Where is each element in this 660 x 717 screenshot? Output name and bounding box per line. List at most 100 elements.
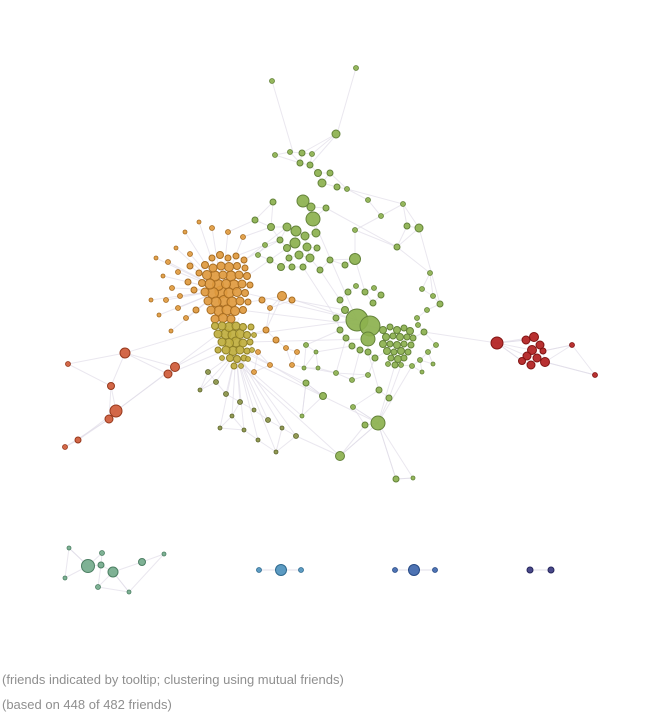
graph-node[interactable]	[232, 287, 242, 297]
graph-node[interactable]	[302, 242, 312, 252]
graph-node[interactable]	[317, 178, 327, 188]
graph-node[interactable]	[256, 567, 262, 573]
graph-node[interactable]	[216, 261, 226, 271]
graph-node[interactable]	[148, 297, 154, 303]
graph-node[interactable]	[170, 362, 180, 372]
graph-node[interactable]	[237, 399, 243, 405]
graph-node[interactable]	[353, 65, 359, 71]
graph-node[interactable]	[407, 341, 415, 349]
graph-node[interactable]	[243, 272, 251, 280]
graph-node[interactable]	[203, 296, 213, 306]
graph-node[interactable]	[160, 273, 166, 279]
graph-node[interactable]	[393, 341, 401, 349]
graph-node[interactable]	[208, 254, 216, 262]
graph-node[interactable]	[219, 355, 225, 361]
graph-node[interactable]	[97, 561, 105, 569]
graph-node[interactable]	[336, 326, 344, 334]
graph-node[interactable]	[198, 279, 206, 287]
graph-node[interactable]	[342, 334, 350, 342]
graph-node[interactable]	[201, 261, 209, 269]
graph-node[interactable]	[163, 369, 173, 379]
graph-node[interactable]	[341, 306, 349, 314]
graph-node[interactable]	[427, 270, 433, 276]
graph-node[interactable]	[303, 342, 309, 348]
graph-node[interactable]	[285, 254, 293, 262]
graph-node[interactable]	[522, 351, 532, 361]
graph-node[interactable]	[210, 296, 222, 308]
graph-node[interactable]	[184, 278, 192, 286]
graph-node[interactable]	[175, 269, 181, 275]
graph-node[interactable]	[258, 296, 266, 304]
graph-node[interactable]	[241, 264, 249, 272]
graph-node[interactable]	[156, 312, 162, 318]
graph-node[interactable]	[225, 229, 231, 235]
graph-node[interactable]	[535, 340, 545, 350]
network-graph[interactable]	[0, 0, 660, 660]
graph-node[interactable]	[213, 329, 223, 339]
graph-node[interactable]	[290, 225, 302, 237]
graph-node[interactable]	[391, 361, 399, 369]
graph-node[interactable]	[267, 223, 275, 231]
graph-node[interactable]	[403, 222, 411, 230]
graph-node[interactable]	[529, 332, 539, 342]
graph-node[interactable]	[398, 362, 404, 368]
graph-node[interactable]	[420, 328, 428, 336]
graph-node[interactable]	[282, 222, 292, 232]
graph-node[interactable]	[430, 361, 436, 367]
graph-node[interactable]	[299, 263, 307, 271]
graph-node[interactable]	[206, 305, 216, 315]
graph-node[interactable]	[365, 197, 371, 203]
graph-node[interactable]	[109, 404, 123, 418]
graph-node[interactable]	[305, 253, 315, 263]
graph-node[interactable]	[226, 354, 234, 362]
graph-node[interactable]	[221, 345, 231, 355]
graph-node[interactable]	[251, 369, 257, 375]
graph-node[interactable]	[161, 551, 167, 557]
graph-node[interactable]	[195, 269, 203, 277]
graph-node[interactable]	[389, 332, 397, 340]
graph-node[interactable]	[326, 169, 334, 177]
graph-node[interactable]	[332, 314, 340, 322]
graph-node[interactable]	[208, 263, 218, 273]
graph-node[interactable]	[382, 333, 390, 341]
graph-node[interactable]	[240, 234, 246, 240]
graph-node[interactable]	[262, 326, 270, 334]
graph-node[interactable]	[209, 225, 215, 231]
graph-node[interactable]	[232, 252, 240, 260]
graph-node[interactable]	[298, 149, 306, 157]
graph-node[interactable]	[246, 338, 254, 346]
graph-node[interactable]	[331, 129, 341, 139]
graph-node[interactable]	[241, 427, 247, 433]
graph-node[interactable]	[126, 589, 132, 595]
graph-node[interactable]	[361, 288, 369, 296]
graph-node[interactable]	[267, 305, 273, 311]
graph-node[interactable]	[251, 332, 257, 338]
graph-node[interactable]	[272, 336, 280, 344]
graph-node[interactable]	[95, 584, 101, 590]
graph-node[interactable]	[183, 315, 189, 321]
graph-node[interactable]	[298, 567, 304, 573]
graph-node[interactable]	[433, 342, 439, 348]
graph-node[interactable]	[107, 382, 115, 390]
graph-node[interactable]	[104, 414, 114, 424]
graph-node[interactable]	[400, 354, 408, 362]
graph-node[interactable]	[547, 566, 555, 574]
graph-node[interactable]	[385, 394, 393, 402]
graph-node[interactable]	[526, 360, 536, 370]
graph-node[interactable]	[251, 216, 259, 224]
graph-node[interactable]	[518, 357, 526, 365]
graph-node[interactable]	[204, 278, 216, 290]
graph-node[interactable]	[165, 259, 171, 265]
graph-node[interactable]	[107, 566, 119, 578]
graph-node[interactable]	[333, 183, 341, 191]
graph-node[interactable]	[240, 256, 248, 264]
graph-node[interactable]	[349, 253, 361, 265]
graph-node[interactable]	[255, 349, 261, 355]
graph-node[interactable]	[243, 347, 251, 355]
graph-node[interactable]	[66, 545, 72, 551]
graph-node[interactable]	[350, 404, 356, 410]
graph-node[interactable]	[322, 204, 330, 212]
graph-node[interactable]	[255, 437, 261, 443]
graph-node[interactable]	[289, 362, 295, 368]
graph-node[interactable]	[205, 369, 211, 375]
